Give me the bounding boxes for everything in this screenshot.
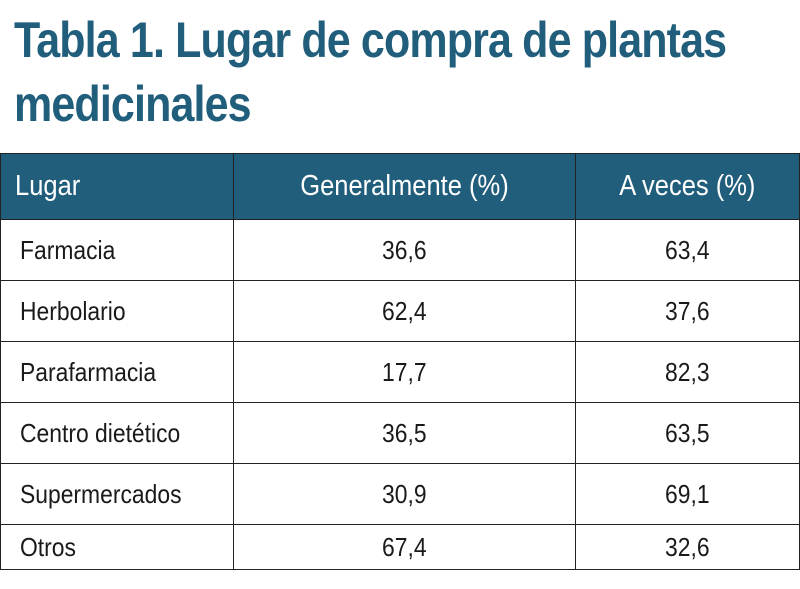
cell-a-veces-value: 37,6 bbox=[665, 295, 710, 326]
cell-a-veces: 69,1 bbox=[575, 463, 800, 525]
table-row: Parafarmacia 17,7 82,3 bbox=[0, 341, 800, 403]
purchase-place-table: Lugar Generalmente (%) A veces (%) Farma… bbox=[0, 153, 800, 570]
table-title-line-1: Tabla 1. Lugar de compra de plantas bbox=[14, 12, 727, 68]
header-generalmente: Generalmente (%) bbox=[233, 153, 576, 220]
table-title: Tabla 1. Lugar de compra de plantas medi… bbox=[14, 8, 727, 136]
cell-a-veces: 82,3 bbox=[575, 341, 800, 403]
cell-lugar-text: Parafarmacia bbox=[20, 356, 157, 387]
cell-lugar: Farmacia bbox=[0, 219, 234, 281]
cell-lugar-text: Herbolario bbox=[20, 295, 126, 326]
cell-a-veces-value: 63,5 bbox=[665, 417, 710, 448]
table-row: Centro dietético 36,5 63,5 bbox=[0, 402, 800, 464]
cell-lugar-text: Centro dietético bbox=[20, 417, 181, 448]
cell-generalmente: 30,9 bbox=[233, 463, 576, 525]
cell-generalmente-value: 30,9 bbox=[382, 478, 427, 509]
cell-generalmente-value: 36,5 bbox=[382, 417, 427, 448]
cell-a-veces-value: 63,4 bbox=[665, 234, 710, 265]
cell-generalmente-value: 36,6 bbox=[382, 234, 427, 265]
cell-generalmente: 36,5 bbox=[233, 402, 576, 464]
header-a-veces-label: A veces (%) bbox=[619, 170, 756, 202]
table-row: Otros 67,4 32,6 bbox=[0, 524, 800, 570]
table-title-line-2: medicinales bbox=[14, 76, 252, 132]
cell-a-veces-value: 32,6 bbox=[665, 531, 710, 562]
cell-a-veces: 37,6 bbox=[575, 280, 800, 342]
cell-lugar-text: Supermercados bbox=[20, 478, 182, 509]
cell-a-veces-value: 69,1 bbox=[665, 478, 710, 509]
cell-lugar: Centro dietético bbox=[0, 402, 234, 464]
cell-generalmente: 17,7 bbox=[233, 341, 576, 403]
header-generalmente-label: Generalmente (%) bbox=[300, 170, 509, 202]
cell-lugar-text: Farmacia bbox=[20, 234, 116, 265]
cell-lugar: Otros bbox=[0, 524, 234, 570]
cell-generalmente-value: 67,4 bbox=[382, 531, 427, 562]
cell-a-veces: 32,6 bbox=[575, 524, 800, 570]
cell-generalmente: 67,4 bbox=[233, 524, 576, 570]
cell-a-veces: 63,4 bbox=[575, 219, 800, 281]
header-row: Lugar Generalmente (%) A veces (%) bbox=[0, 153, 800, 220]
table-body: Farmacia 36,6 63,4 Herbolario 62,4 37,6 … bbox=[0, 219, 800, 570]
cell-generalmente-value: 62,4 bbox=[382, 295, 427, 326]
cell-lugar: Herbolario bbox=[0, 280, 234, 342]
header-a-veces: A veces (%) bbox=[575, 153, 800, 220]
table-row: Herbolario 62,4 37,6 bbox=[0, 280, 800, 342]
header-lugar-label: Lugar bbox=[15, 170, 81, 202]
cell-generalmente: 36,6 bbox=[233, 219, 576, 281]
cell-generalmente-value: 17,7 bbox=[382, 356, 427, 387]
cell-generalmente: 62,4 bbox=[233, 280, 576, 342]
cell-lugar: Supermercados bbox=[0, 463, 234, 525]
table-row: Supermercados 30,9 69,1 bbox=[0, 463, 800, 525]
table-header: Lugar Generalmente (%) A veces (%) bbox=[0, 153, 800, 220]
cell-lugar: Parafarmacia bbox=[0, 341, 234, 403]
cell-a-veces: 63,5 bbox=[575, 402, 800, 464]
header-lugar: Lugar bbox=[0, 153, 234, 220]
cell-lugar-text: Otros bbox=[20, 531, 76, 562]
cell-a-veces-value: 82,3 bbox=[665, 356, 710, 387]
table-row: Farmacia 36,6 63,4 bbox=[0, 219, 800, 281]
